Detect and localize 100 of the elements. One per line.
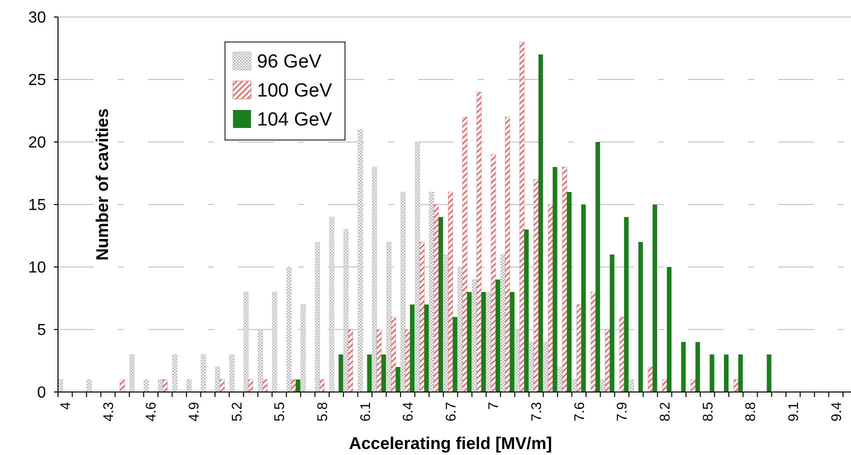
bar [296,380,300,392]
bar [534,179,539,392]
bar [552,167,558,392]
bar [244,292,249,392]
bar [438,217,444,392]
x-tick-label: 9.4 [828,402,844,422]
x-tick-label: 7.6 [570,402,587,422]
x-tick-label: 8.8 [742,402,758,422]
bar [172,354,178,392]
bar [629,379,634,392]
bar [695,342,700,392]
bar [315,242,320,392]
bar [505,116,510,392]
bar [348,329,354,392]
bar [496,280,500,392]
bar [529,342,534,392]
bar [410,304,415,392]
bar [396,367,400,392]
bar [291,379,296,392]
x-tick-label: 7.3 [528,402,544,422]
bar [724,354,729,392]
bar [286,266,292,392]
bar [215,366,220,392]
legend-label: 100 GeV [257,80,332,102]
x-axis-title: Accelerating field [MV/m] [348,434,552,453]
bar [681,342,686,392]
bar [596,142,600,392]
bar [262,379,268,392]
bar [272,292,278,392]
bar [734,379,738,392]
bar [158,379,163,392]
bar [666,267,672,392]
bar [130,354,134,392]
bar [381,354,386,392]
bar [376,329,382,392]
bar [444,254,448,392]
bar [329,216,334,392]
bar [462,116,468,392]
x-tick-label: 8.5 [699,402,716,422]
bar [605,329,610,392]
x-tick-label: 8.2 [656,402,672,422]
bar [524,230,529,392]
y-tick-label: 10 [28,260,46,277]
x-tick-label: 5.8 [314,402,330,422]
x-tick-label: 9.1 [784,402,801,422]
bar [358,129,363,392]
bar [576,304,582,392]
bar [662,379,668,392]
bar [638,242,643,392]
bar [510,292,514,392]
bar [610,254,614,392]
x-tick-label: 6.4 [400,402,416,422]
bar [624,217,629,392]
bar [248,379,254,392]
bar [452,317,458,392]
y-tick-label: 30 [28,10,46,27]
bar [372,166,377,392]
y-axis-title: Number of cavities [93,108,112,261]
y-tick-label: 15 [28,197,46,214]
bar [400,192,406,392]
x-tick-label: 4.6 [142,402,159,422]
bar [448,192,453,392]
bar [566,192,572,392]
bar [738,354,743,392]
bar [472,279,477,392]
bar [390,316,396,392]
bar [320,379,324,392]
x-tick-label: 6.1 [356,402,373,422]
bar [572,379,577,392]
bar [766,354,772,392]
bar [229,354,234,392]
bar [424,304,429,392]
x-tick-label: 7 [485,402,502,410]
bar [514,329,520,392]
bar [162,379,168,392]
bar [590,292,596,392]
bar [476,92,482,392]
y-tick-label: 0 [37,384,46,402]
bar [200,354,206,392]
x-tick-label: 6.7 [442,402,458,422]
y-tick-label: 20 [28,134,46,152]
bar [600,379,606,392]
bar [581,204,586,392]
x-tick-label: 4.9 [185,402,202,422]
bar [367,354,372,392]
bar [467,292,472,392]
bar [558,366,563,392]
bar [538,54,543,392]
x-tick-label: 7.9 [614,402,630,422]
bar [220,379,225,392]
bar [481,292,486,392]
bar [710,354,714,392]
bar [434,204,439,392]
legend-label: 96 GeV [257,52,322,73]
bar [690,379,696,392]
bar [144,379,149,392]
y-tick-label: 25 [28,72,46,90]
bar [386,242,392,392]
bar [619,316,624,392]
bar [420,242,424,392]
